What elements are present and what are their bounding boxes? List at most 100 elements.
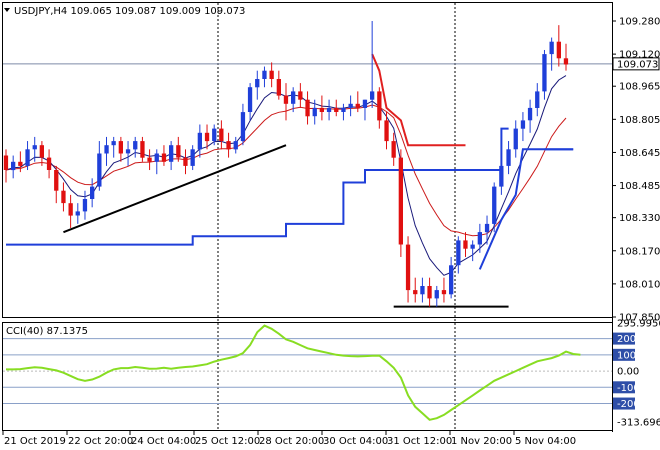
candle-body-19	[140, 141, 145, 158]
candle-body-10	[75, 211, 80, 216]
candle-body-7	[54, 170, 59, 191]
cci-tick-label-3: 0.00	[617, 367, 639, 378]
price-tick-label-4: 108.645	[619, 148, 660, 159]
candle-body-11	[82, 199, 88, 212]
cci-tick-label-0: 295.9956	[617, 319, 660, 330]
candle-body-15	[111, 141, 116, 146]
candle-body-53	[384, 120, 389, 142]
cci-chart-header: CCI(40) 87.1375	[6, 326, 88, 337]
candle-body-73	[527, 107, 533, 121]
time-tick-label-4: 28 Oct 20:00	[259, 436, 324, 447]
candle-body-9	[68, 203, 73, 216]
candle-body-58	[420, 286, 425, 295]
candle-body-17	[125, 149, 131, 154]
candle-body-72	[520, 120, 526, 129]
candle-body-49	[355, 103, 360, 108]
cci-level-box-5	[613, 397, 635, 410]
candle-body-76	[549, 41, 554, 55]
candle-body-21	[154, 153, 159, 162]
price-tick-label-1: 109.120	[619, 50, 660, 61]
candle-body-39	[283, 95, 289, 104]
time-tick-label-7: 1 Nov 20:00	[451, 436, 512, 447]
candle-body-52	[377, 91, 382, 121]
current-price-label: 109.073	[617, 59, 658, 70]
price-tick-label-9: 107.850	[619, 313, 660, 324]
main-chart-header: USDJPY,H4 109.065 109.087 109.009 109.07…	[14, 6, 245, 17]
candle-body-60	[434, 290, 439, 299]
candle-body-56	[405, 244, 411, 291]
candle-body-43	[312, 107, 317, 117]
price-tick-label-7: 108.170	[619, 246, 660, 257]
cci-line-group	[6, 324, 581, 421]
time-tick-label-8: 5 Nov 04:00	[515, 436, 576, 447]
candle-body-38	[276, 79, 281, 96]
candle-body-27	[197, 132, 202, 150]
candle-body-16	[118, 141, 123, 154]
candle-body-54	[391, 141, 396, 158]
candle-body-46	[334, 107, 339, 112]
stop-line-blue-2	[478, 148, 574, 270]
candle-body-37	[269, 70, 274, 79]
candle-body-61	[441, 290, 447, 295]
candle-body-77	[556, 41, 561, 59]
candle-body-48	[348, 103, 353, 108]
candle-body-23	[169, 145, 174, 162]
candle-body-8	[61, 190, 66, 204]
candle-body-64	[463, 240, 468, 249]
candle-body-30	[219, 128, 224, 141]
cci-tick-label-1: 200	[617, 334, 636, 345]
candle-body-65	[470, 244, 475, 249]
candle-body-62	[449, 265, 454, 295]
candle-body-22	[161, 153, 167, 162]
candle-body-71	[513, 128, 518, 150]
candle-body-68	[492, 186, 497, 224]
candle-body-40	[291, 91, 296, 104]
cci-level-box-2	[613, 348, 635, 361]
time-tick-label-1: 22 Oct 20:00	[68, 436, 133, 447]
price-tick-label-5: 108.485	[619, 181, 660, 192]
candle-body-44	[319, 107, 324, 112]
cci-level-lines	[3, 338, 612, 405]
price-tick-label-6: 108.330	[619, 213, 660, 224]
candle-body-69	[499, 165, 504, 187]
candle-body-18	[133, 141, 138, 150]
cci-level-box-4	[613, 381, 635, 394]
candle-body-75	[542, 54, 547, 92]
candle-body-14	[104, 145, 109, 154]
candle-body-5	[39, 145, 44, 158]
current-price-box	[612, 57, 660, 71]
cci-line	[6, 324, 581, 421]
candle-body-42	[305, 99, 310, 117]
candle-body-36	[262, 70, 267, 79]
cci-tick-label-5: -200	[617, 399, 640, 410]
time-tick-label-2: 24 Oct 04:00	[131, 436, 196, 447]
candle-body-74	[535, 91, 540, 108]
candle-body-24	[176, 145, 181, 158]
candle-body-78	[563, 58, 569, 65]
candle-body-66	[477, 232, 482, 245]
candle-body-31	[226, 141, 231, 150]
candle-body-1	[11, 161, 16, 171]
candle-body-33	[240, 112, 246, 142]
collapse-arrow-icon[interactable]	[4, 8, 10, 12]
candle-body-50	[362, 99, 368, 108]
candle-body-3	[25, 149, 30, 166]
cci-level-box-1	[613, 332, 635, 345]
cci-tick-label-6: -313.696	[617, 418, 660, 429]
candle-body-45	[326, 107, 332, 112]
candle-body-67	[484, 223, 490, 233]
candle-body-41	[298, 91, 303, 100]
candles	[3, 21, 569, 307]
candle-body-20	[147, 157, 152, 162]
candle-body-12	[90, 186, 95, 199]
cci-tick-label-2: 100	[617, 350, 636, 361]
candle-body-47	[341, 107, 346, 112]
price-axis-ticks: 109.280 109.120 108.965 108.805 108.645 108.4…	[612, 17, 660, 324]
vertical-session-grid	[217, 3, 456, 431]
candle-body-35	[255, 79, 260, 88]
price-tick-label-8: 108.010	[619, 279, 660, 290]
time-tick-label-6: 31 Oct 12:00	[387, 436, 452, 447]
stop-line-red	[371, 53, 466, 147]
